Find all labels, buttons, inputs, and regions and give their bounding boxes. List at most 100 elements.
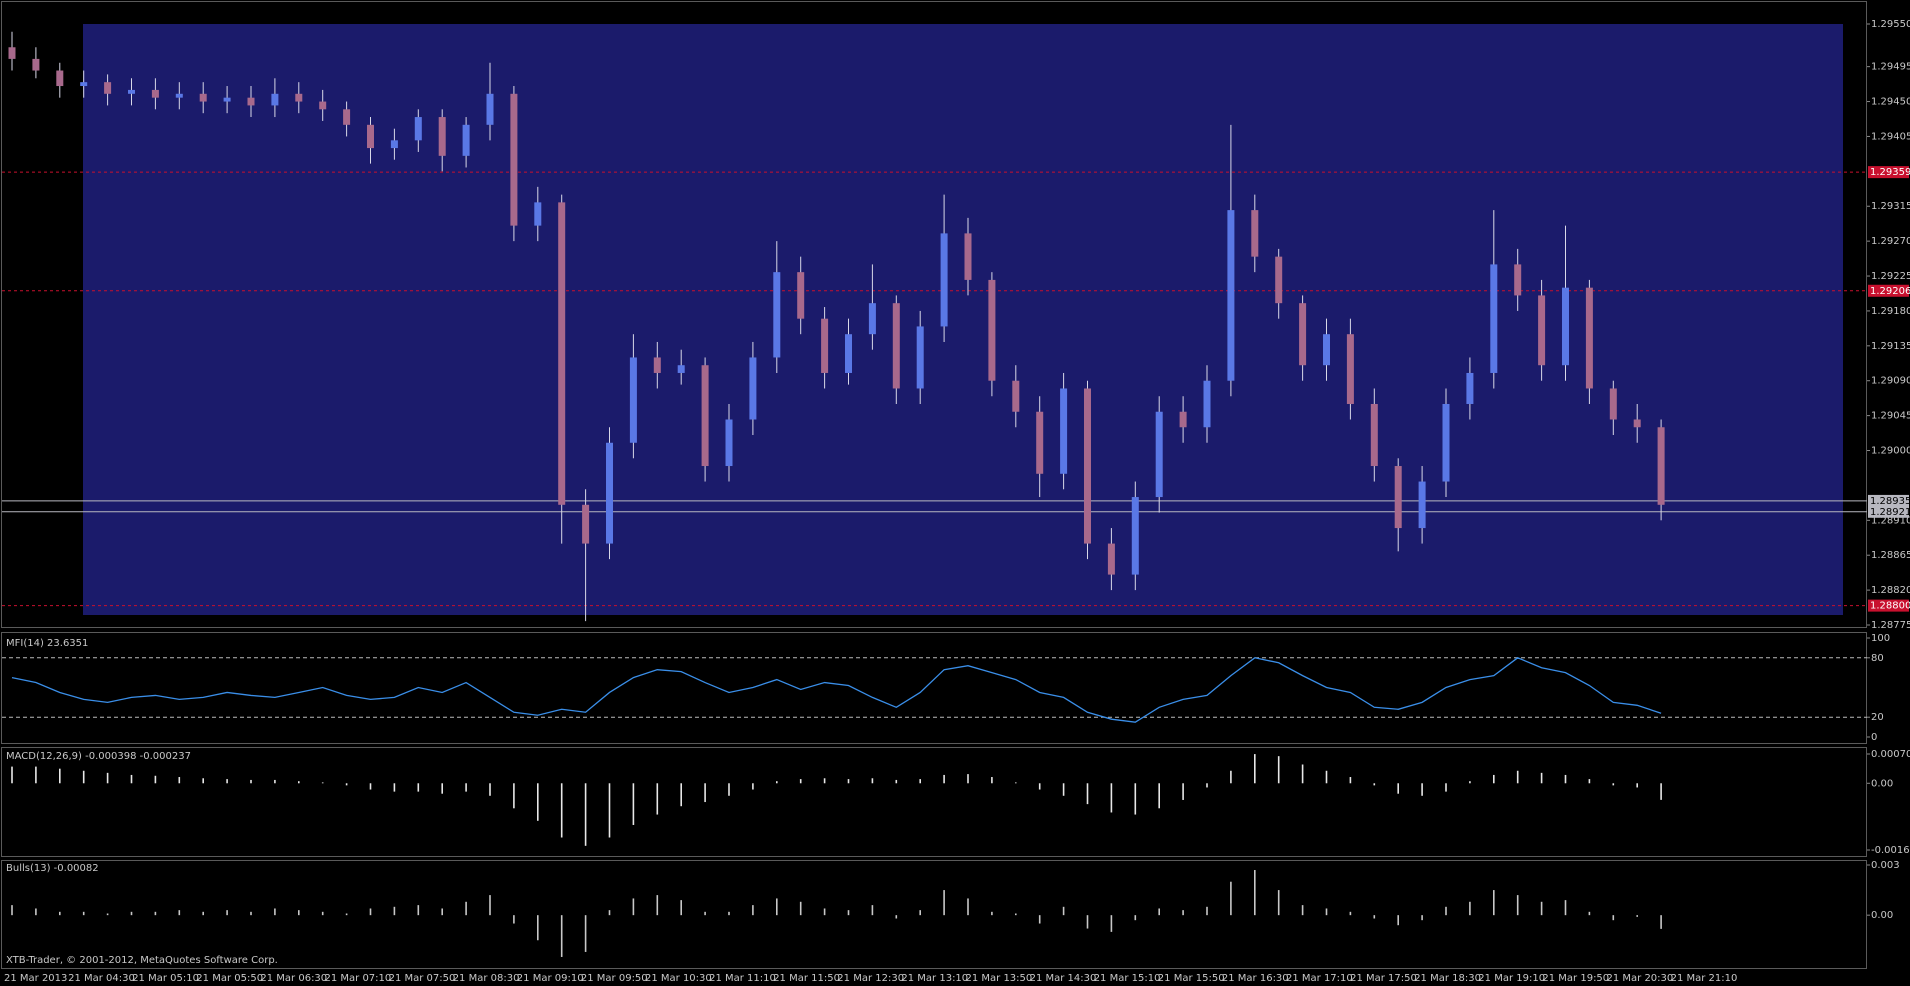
y-tick-label: 0 [1871, 732, 1877, 743]
candle-body [1060, 388, 1068, 474]
y-tick-label: 1.29495 [1871, 62, 1910, 73]
x-tick-label: 21 Mar 20:30 [1607, 973, 1674, 984]
y-tick-label: 1.28910 [1871, 515, 1910, 526]
candle-body [749, 357, 757, 420]
candle-body [677, 365, 685, 373]
candle-body [916, 326, 924, 389]
main-panel [1, 1, 1867, 628]
candle-body [128, 89, 135, 94]
candle-body [223, 97, 231, 102]
x-tick-label: 21 Mar 05:50 [196, 973, 263, 984]
x-tick-label: 21 Mar 12:30 [837, 973, 904, 984]
x-tick-label: 21 Mar 08:30 [453, 973, 520, 984]
level-label: 1.28921 [1870, 507, 1910, 518]
candle-body [1179, 411, 1187, 428]
candle-body [151, 89, 159, 98]
candle-body [1131, 497, 1139, 575]
level-label-bg [1868, 599, 1909, 612]
x-tick-label: 21 Mar 07:10 [325, 973, 392, 984]
candle-body [438, 117, 446, 156]
y-tick-label: 1.29225 [1871, 271, 1910, 282]
candle-body [486, 93, 494, 125]
candle-body [940, 233, 948, 327]
y-tick-label: 1.28820 [1871, 585, 1910, 596]
candle-body [271, 93, 279, 106]
y-tick-label: 0.003 [1871, 860, 1900, 871]
candle-body [582, 504, 590, 544]
y-tick-label: 0.00 [1871, 910, 1893, 921]
x-tick-label: 21 Mar 09:10 [517, 973, 584, 984]
candle-body [558, 202, 566, 505]
bulls-panel [1, 860, 1867, 969]
candle-body [725, 419, 733, 467]
y-tick-label: 1.29550 [1871, 19, 1910, 30]
level-label-bg [1868, 166, 1909, 179]
x-tick-label: 21 Mar 18:30 [1414, 973, 1481, 984]
x-tick-label: 21 Mar 15:50 [1158, 973, 1225, 984]
candle-body [32, 58, 40, 71]
y-tick-label: 1.29180 [1871, 306, 1910, 317]
candle-body [1036, 411, 1044, 474]
y-tick-label: 0.00 [1871, 778, 1893, 789]
candle-body [606, 442, 613, 544]
y-tick-label: 20 [1871, 712, 1884, 723]
panel-title: MACD(12,26,9) -0.000398 -0.000237 [6, 751, 191, 762]
candle-body [988, 279, 996, 381]
rectangle-object [83, 24, 1843, 615]
candle-body [1466, 372, 1474, 404]
candle-body [1251, 210, 1259, 257]
mfi-line [11, 657, 1662, 723]
x-tick-label: 21 Mar 15:10 [1094, 973, 1161, 984]
mfi-panel [1, 632, 1867, 744]
x-tick-label: 21 Mar 16:30 [1222, 973, 1289, 984]
candle-body [1227, 210, 1235, 381]
y-tick-label: 1.28865 [1871, 550, 1910, 561]
x-tick-label: 21 Mar 07:50 [389, 973, 456, 984]
y-tick-label: 1.29450 [1871, 97, 1910, 108]
candle-body [1084, 388, 1091, 544]
candle-body [845, 334, 852, 373]
panel-title: Bulls(13) -0.00082 [6, 863, 99, 874]
candle-body [629, 357, 637, 443]
y-tick-label: 0.000702 [1871, 749, 1910, 760]
candle-body [1394, 466, 1402, 529]
candle-body [247, 97, 255, 106]
candle-body [343, 109, 351, 125]
candle-body [367, 124, 374, 149]
level-label-bg [1868, 284, 1909, 297]
candle-body [1203, 380, 1211, 428]
candle-body [1609, 388, 1617, 420]
level-label-bg [1868, 494, 1909, 507]
candle-body [773, 272, 781, 358]
candle-body [1514, 264, 1522, 296]
candle-body [80, 82, 88, 87]
candle-body [56, 70, 64, 87]
x-tick-label: 21 Mar 11:50 [773, 973, 840, 984]
candle-body [1490, 264, 1498, 373]
candle-body [1370, 403, 1378, 467]
x-tick-label: 21 Mar 19:10 [1478, 973, 1545, 984]
candle-body [462, 124, 470, 156]
candle-body [1107, 543, 1115, 575]
candle-body [390, 140, 398, 149]
candle-body [1012, 380, 1020, 412]
y-tick-label: 100 [1871, 633, 1890, 644]
panel-title: MFI(14) 23.6351 [6, 638, 88, 649]
y-tick-label: 80 [1871, 653, 1884, 664]
candle-body [1275, 256, 1283, 304]
x-tick-label: 21 Mar 2013 [4, 973, 67, 984]
x-tick-label: 21 Mar 10:30 [645, 973, 712, 984]
candle-body [701, 365, 709, 467]
macd-panel [1, 747, 1867, 857]
candle-body [199, 93, 207, 102]
y-tick-label: 1.29000 [1871, 446, 1910, 457]
x-tick-label: 21 Mar 04:30 [68, 973, 135, 984]
candle-body [414, 117, 422, 141]
candle-body [1323, 334, 1330, 366]
candle-body [1657, 427, 1665, 505]
candle-body [510, 93, 518, 226]
candle-body [175, 93, 183, 98]
candle-body [868, 303, 876, 335]
candle-body [1299, 303, 1307, 366]
